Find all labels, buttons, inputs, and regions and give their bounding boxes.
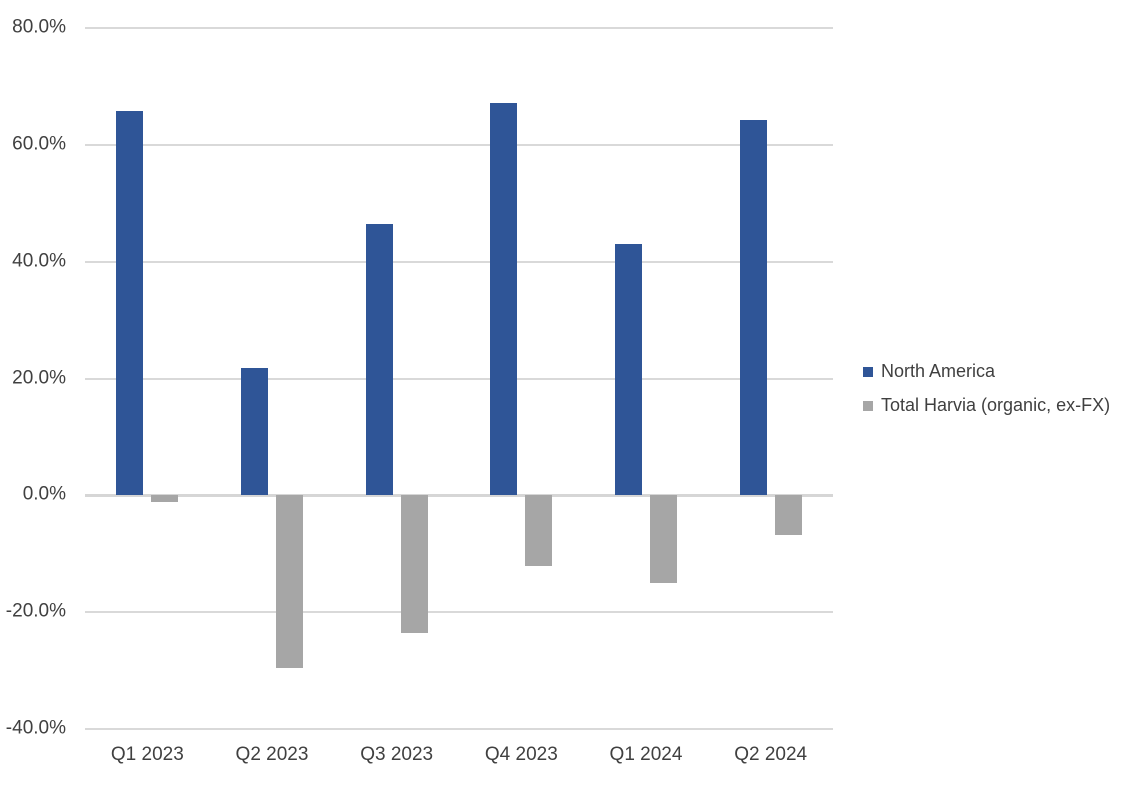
x-tick-label-q3-2023: Q3 2023 [360,744,434,765]
gridline-60 [85,143,833,146]
north-america-bar-q2-2024 [739,120,767,496]
north-america-bar-q2-2023 [241,367,268,496]
total-harvia-organic-ex-fx-bar-q1-2024 [650,495,677,583]
y-tick-label: -40.0% [5,717,66,739]
total-harvia-organic-ex-fx-bar-q2-2023 [276,495,303,668]
x-tick-label-q2-2024: Q2 2024 [734,744,808,765]
y-tick-label: 40.0% [12,250,66,272]
north-america-bar-q1-2024 [615,243,642,496]
y-tick-label: 60.0% [12,133,66,155]
legend-item-total-harvia-organic-ex-fx: Total Harvia (organic, ex-FX) [863,395,1110,416]
legend-swatch-icon [863,366,873,377]
total-harvia-organic-ex-fx-bar-q2-2024 [774,495,802,536]
north-america-bar-q4-2023 [490,102,518,496]
gridline-20 [85,377,833,380]
x-tick-label-q1-2024: Q1 2024 [609,744,683,765]
x-tick-label-q2-2023: Q2 2023 [235,744,309,765]
total-harvia-organic-ex-fx-bar-q4-2023 [525,495,553,566]
legend-swatch-icon [863,400,873,411]
total-harvia-organic-ex-fx-bar-q3-2023 [400,495,428,634]
x-tick-label-q1-2023: Q1 2023 [110,744,184,765]
gridline--20 [85,611,833,614]
legend-label: North America [881,361,996,381]
y-tick-label: 80.0% [12,16,66,38]
legend-label: Total Harvia (organic, ex-FX) [881,395,1111,415]
gridline--40 [85,728,833,730]
y-tick-label: 0.0% [22,483,66,505]
zero-axis-line [85,493,833,497]
gridline-40 [85,260,833,263]
legend-item-north-america: North America [863,361,1110,382]
x-tick-label-q4-2023: Q4 2023 [484,744,558,765]
legend: North America Total Harvia (organic, ex-F… [863,361,1110,429]
plot-area [85,27,833,730]
north-america-bar-q1-2023 [116,110,144,496]
total-harvia-organic-ex-fx-bar-q1-2023 [151,495,179,503]
y-tick-label: -20.0% [5,600,66,622]
north-america-bar-q3-2023 [365,224,393,496]
gridline-80 [85,27,833,29]
y-tick-label: 20.0% [12,367,66,389]
